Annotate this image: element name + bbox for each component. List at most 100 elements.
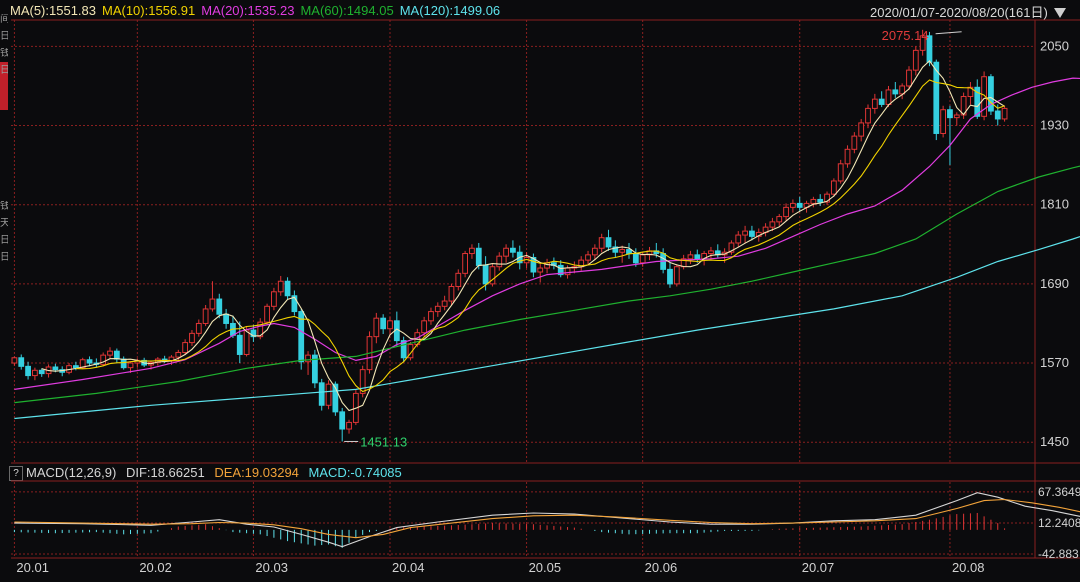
candle <box>837 159 844 184</box>
candle <box>230 315 236 338</box>
candle <box>564 265 571 279</box>
candle <box>926 31 933 67</box>
candle <box>660 248 667 274</box>
candle <box>544 258 550 274</box>
ma-line-MA10 <box>75 79 1005 393</box>
macd-dif: DIF:18.66251 <box>125 465 205 480</box>
candle <box>346 419 352 434</box>
candle <box>195 319 202 337</box>
candle <box>250 324 257 342</box>
candle <box>530 253 537 278</box>
candle <box>953 112 960 126</box>
candle <box>585 250 591 266</box>
date-range[interactable]: 2020/01/07-2020/08/20(161日) <box>870 2 1067 21</box>
candle <box>387 316 393 336</box>
candle <box>86 356 93 367</box>
candle <box>885 85 892 108</box>
date-range-text: 2020/01/07-2020/08/20(161日) <box>870 5 1048 20</box>
candle <box>284 277 291 300</box>
candle <box>469 244 475 259</box>
x-tick-label: 20.08 <box>952 560 985 575</box>
candle <box>236 321 243 364</box>
candle <box>626 242 632 259</box>
candle <box>366 331 373 374</box>
candle <box>59 366 66 377</box>
svg-text:1451.13: 1451.13 <box>360 434 407 449</box>
candle <box>988 74 994 115</box>
sidebar-mark: 间 <box>0 14 8 25</box>
y-tick-label: 1930 <box>1040 118 1069 133</box>
candle <box>919 29 926 56</box>
candle <box>858 118 865 142</box>
candle <box>52 363 59 373</box>
candle <box>871 93 878 114</box>
candle <box>612 240 619 258</box>
macd-dea: DEA:19.03294 <box>214 465 299 480</box>
candle <box>448 283 455 305</box>
candle <box>510 240 516 258</box>
sidebar-active-tab[interactable] <box>0 62 8 110</box>
ma-line-MA120 <box>14 235 1080 420</box>
ma-line-MA5 <box>41 60 1005 412</box>
candle <box>243 326 250 357</box>
sidebar-mark: 天 <box>0 218 8 229</box>
candle <box>72 361 79 371</box>
candle <box>475 242 482 270</box>
candle <box>107 347 113 359</box>
candle <box>32 367 38 381</box>
candle <box>769 217 776 232</box>
candle <box>93 358 100 368</box>
candle <box>851 132 858 154</box>
candle <box>632 248 639 267</box>
candle <box>482 256 489 291</box>
sidebar-mark: 日 <box>0 31 8 42</box>
candle <box>844 145 851 168</box>
candle <box>161 355 168 364</box>
sidebar-mark: 日 <box>0 65 8 76</box>
candle <box>489 264 496 287</box>
help-button[interactable]: ? <box>9 466 23 481</box>
candle <box>639 252 646 267</box>
candle <box>305 351 311 375</box>
candle <box>79 357 86 369</box>
candle <box>673 264 680 287</box>
candle <box>694 249 701 263</box>
candle <box>380 314 387 335</box>
candle <box>803 200 810 213</box>
candle <box>277 275 284 296</box>
candle <box>735 231 742 247</box>
sidebar-mark: 钱 <box>0 48 8 59</box>
candle <box>168 355 175 366</box>
candle <box>182 339 189 356</box>
ma-legend-item: MA(20):1535.23 <box>201 3 295 18</box>
macd-title: MACD(12,26,9) <box>26 465 117 480</box>
candle <box>216 293 223 319</box>
svg-text:2075.14: 2075.14 <box>882 28 929 43</box>
candle <box>407 341 414 361</box>
candle <box>38 368 45 377</box>
candle <box>148 360 154 370</box>
sidebar-mark: 日 <box>0 235 8 246</box>
candle <box>175 349 182 361</box>
candle <box>708 246 714 259</box>
candle <box>878 91 885 108</box>
candle <box>571 261 578 274</box>
ma-legend-item: MA(5):1551.83 <box>10 3 96 18</box>
candle <box>45 364 52 378</box>
candle <box>783 203 789 221</box>
macd-line-DEA <box>14 498 1080 539</box>
price-annotation: 2075.14 <box>882 28 962 43</box>
left-sidebar[interactable]: 间日钱日钱天日日 <box>0 0 8 582</box>
candle <box>516 245 523 270</box>
triangle-down-icon[interactable] <box>1054 8 1067 18</box>
candle <box>298 308 305 370</box>
x-tick-label: 20.05 <box>529 560 562 575</box>
candle <box>557 260 564 278</box>
candle <box>981 71 987 121</box>
price-annotation: 1451.13 <box>344 434 407 449</box>
candle <box>189 330 195 346</box>
candle <box>434 302 441 317</box>
ma-legend-item: MA(60):1494.05 <box>300 3 394 18</box>
candle <box>25 361 31 380</box>
